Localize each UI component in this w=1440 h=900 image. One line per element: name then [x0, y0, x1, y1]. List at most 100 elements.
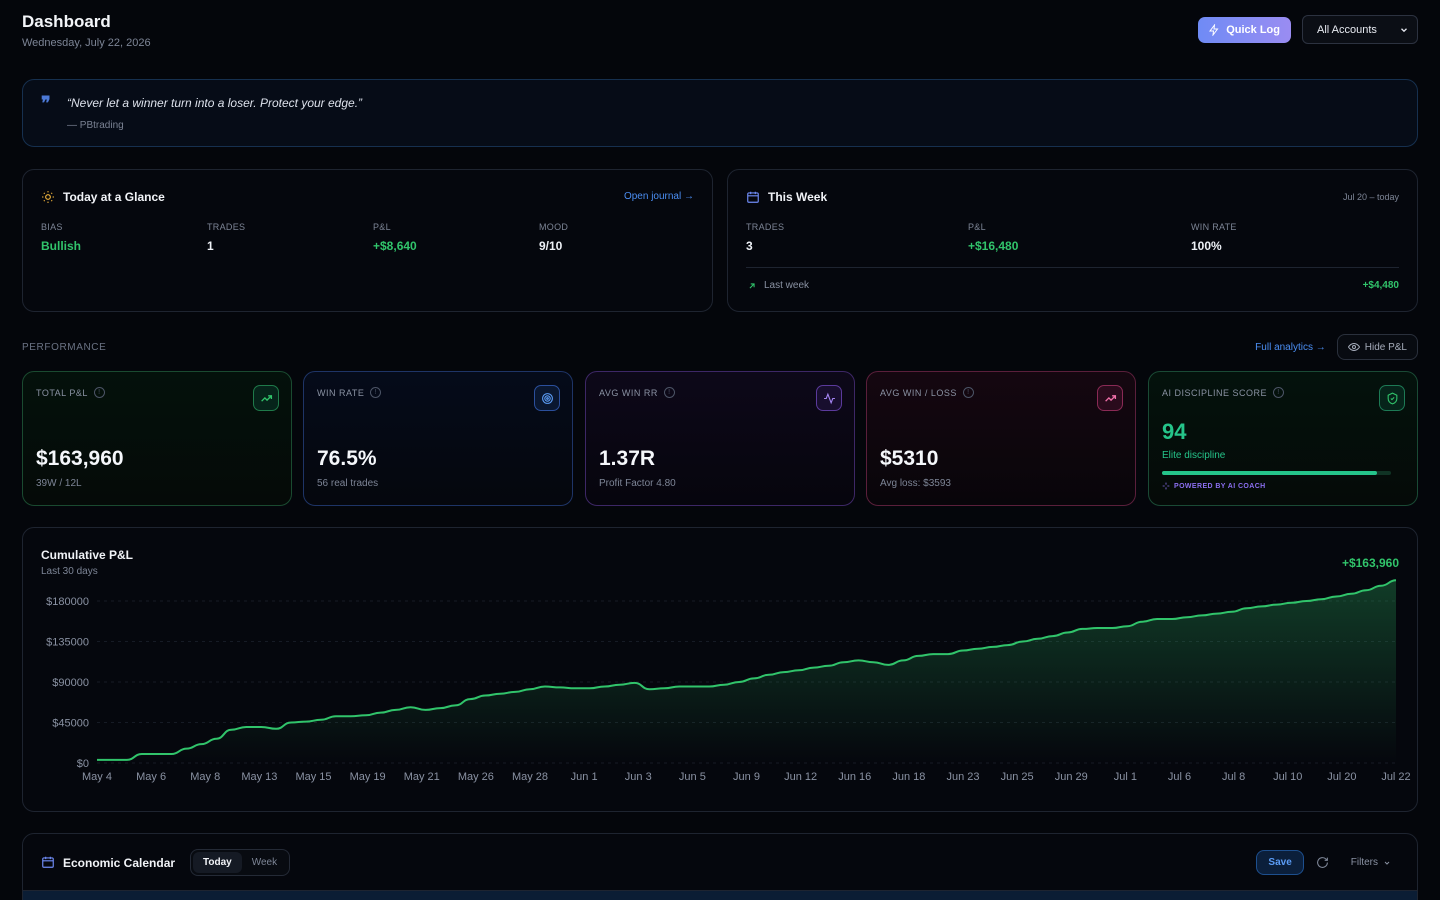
ai-coach-label: POWERED BY AI COACH [1174, 482, 1266, 490]
stat-value: 9/10 [539, 239, 563, 253]
chart-x-tick: Jul 1 [1114, 771, 1137, 783]
refresh-icon[interactable] [1316, 856, 1329, 869]
week-divider [746, 267, 1399, 268]
kpi-badge [1097, 385, 1123, 411]
week-title: This Week [768, 190, 828, 204]
kpi-label-text: AVG WIN RR [599, 387, 658, 398]
kpi-label-text: AI DISCIPLINE SCORE [1162, 387, 1268, 398]
stat-label: P&L [373, 222, 391, 232]
quote-icon: ❞ [41, 93, 51, 113]
info-icon[interactable]: ! [1273, 387, 1285, 398]
last-week-label: Last week [764, 280, 810, 291]
calendar-actions: Save Filters [1256, 850, 1391, 875]
info-icon[interactable]: ! [93, 387, 105, 398]
sparkle-icon [1162, 482, 1170, 490]
tab-today[interactable]: Today [193, 852, 242, 873]
page-title: Dashboard [22, 12, 111, 31]
kpi-label: AI DISCIPLINE SCORE! [1162, 387, 1285, 398]
cumulative-pnl-chart: $0 $45000 $90000 $135000 $180000 May 4 May 6 Ma… [46, 579, 1411, 783]
week-card: This Week Jul 20 – today TRADES 3 P&L +$… [727, 169, 1418, 312]
chart-y-tick: $0 [77, 758, 89, 770]
today-card: Today at a Glance Open journal → BIAS Bu… [22, 169, 713, 312]
kpi-value: 76.5% [317, 447, 377, 470]
chart-x-tick: May 26 [458, 771, 494, 783]
eye-icon [1347, 342, 1360, 352]
stat-label: BIAS [41, 222, 63, 232]
stat-value: 100% [1191, 239, 1222, 253]
page-date: Wednesday, July 22, 2026 [22, 37, 151, 49]
stat-value: +$16,480 [968, 239, 1019, 253]
chart-area [97, 580, 1396, 763]
week-stat-trades: TRADES 3 [746, 222, 784, 253]
hide-pl-label: Hide P&L [1364, 341, 1407, 353]
kpi-avg-win-loss: AVG WIN / LOSS! $5310 Avg loss: $3593 [866, 371, 1136, 506]
quick-log-button[interactable]: Quick Log [1198, 16, 1291, 43]
kpi-ai-discipline: AI DISCIPLINE SCORE! 94 Elite discipline… [1148, 371, 1418, 506]
kpi-sub: Avg loss: $3593 [880, 478, 951, 489]
chart-x-tick: Jul 22 [1381, 771, 1410, 783]
activity-icon [823, 392, 835, 404]
quote-author: — PBtrading [67, 120, 124, 131]
today-stat-pnl: P&L +$8,640 [373, 222, 417, 253]
chart-x-tick: Jun 9 [733, 771, 760, 783]
chart-x-tick: May 8 [190, 771, 220, 783]
chart-x-tick: May 4 [82, 771, 112, 783]
filters-label: Filters [1350, 857, 1378, 868]
discipline-label: Elite discipline [1162, 450, 1226, 461]
calendar-icon [747, 191, 759, 203]
kpi-win-rate: WIN RATE! 76.5% 56 real trades [303, 371, 573, 506]
chart-x-tick: Jun 5 [679, 771, 706, 783]
chart-x-tick: Jul 8 [1222, 771, 1245, 783]
chart-x-tick: May 15 [295, 771, 331, 783]
stat-label: WIN RATE [1191, 222, 1237, 232]
kpi-label-text: WIN RATE [317, 387, 365, 398]
today-title: Today at a Glance [63, 190, 165, 204]
kpi-avg-win-rr: AVG WIN RR! 1.37R Profit Factor 4.80 [585, 371, 855, 506]
full-analytics-link[interactable]: Full analytics → [1255, 341, 1326, 353]
account-select[interactable]: All Accounts [1302, 15, 1418, 44]
kpi-label-text: TOTAL P&L [36, 387, 88, 398]
info-icon[interactable]: ! [962, 387, 974, 398]
kpi-label: TOTAL P&L! [36, 387, 105, 398]
info-icon[interactable]: ! [370, 387, 382, 398]
kpi-badge [1379, 385, 1405, 411]
save-button[interactable]: Save [1256, 850, 1304, 875]
stat-label: P&L [968, 222, 986, 232]
chart-x-tick: Jun 1 [571, 771, 598, 783]
chart-x-tick: Jun 25 [1001, 771, 1034, 783]
chart-subtitle: Last 30 days [41, 566, 98, 577]
sun-icon [42, 191, 54, 203]
ai-coach-footer: POWERED BY AI COACH [1162, 482, 1266, 490]
tab-week[interactable]: Week [251, 857, 278, 868]
performance-section-label: PERFORMANCE [22, 342, 107, 353]
kpi-label-text: AVG WIN / LOSS [880, 387, 957, 398]
filters-dropdown[interactable]: Filters [1351, 857, 1391, 868]
chart-x-tick: Jun 29 [1055, 771, 1088, 783]
page-header: Dashboard Wednesday, July 22, 2026 Quick… [22, 12, 1418, 52]
open-journal-link[interactable]: Open journal → [623, 191, 694, 202]
chart-x-tick: May 13 [241, 771, 277, 783]
hide-pl-button[interactable]: Hide P&L [1336, 334, 1418, 360]
calendar-range-toggle: Today Week [190, 849, 291, 876]
kpi-value: $163,960 [36, 447, 124, 470]
kpi-value: 1.37R [599, 447, 656, 470]
stat-value: +$8,640 [373, 239, 417, 253]
chart-title: Cumulative P&L [41, 548, 134, 562]
today-stat-trades: TRADES 1 [207, 222, 245, 253]
kpi-badge [534, 385, 560, 411]
chevron-down-icon [1384, 861, 1390, 865]
calendar-divider [23, 890, 1417, 891]
arrow-up-right-icon [749, 283, 755, 289]
chart-x-tick: May 19 [350, 771, 386, 783]
chart-x-tick: Jun 3 [625, 771, 652, 783]
chart-x-tick: Jul 20 [1327, 771, 1356, 783]
kpi-sub: Profit Factor 4.80 [599, 478, 676, 489]
chart-y-tick: $90000 [52, 677, 89, 689]
quote-card: ❞ “Never let a winner turn into a loser.… [22, 79, 1418, 147]
week-range: Jul 20 – today [1342, 192, 1399, 202]
chart-x-tick: Jun 16 [838, 771, 871, 783]
info-icon[interactable]: ! [663, 387, 675, 398]
cumulative-pnl-card: Cumulative P&L Last 30 days +$163,960 $0… [22, 527, 1418, 812]
account-select-value: All Accounts [1317, 23, 1377, 36]
chart-y-tick: $45000 [52, 718, 89, 730]
